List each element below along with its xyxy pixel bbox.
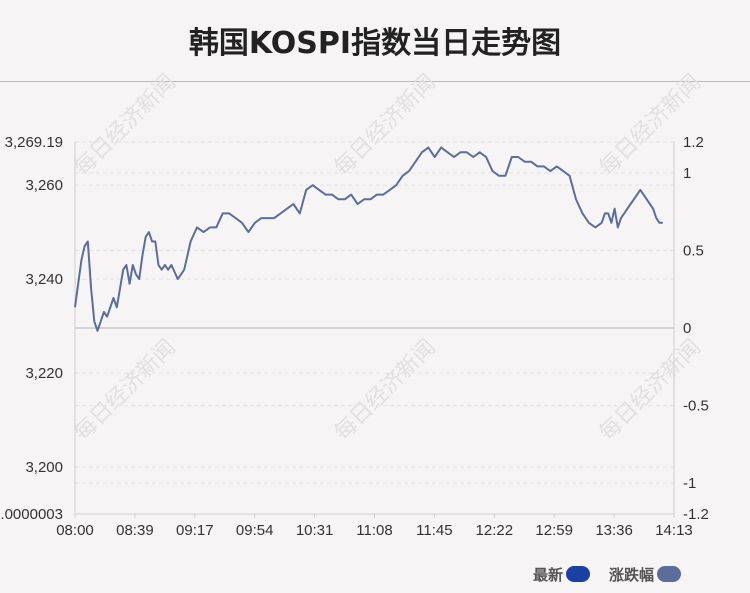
y-left-tick-label: 3,260 [25, 177, 63, 194]
series-layer [74, 146, 663, 332]
y-left-tick-label: 3,269.19 [5, 134, 63, 151]
legend-latest[interactable]: 最新 [533, 563, 591, 585]
chart-title: 韩国KOSPI指数当日走势图 [188, 26, 562, 61]
y-left-tick-label: 3,200 [25, 459, 63, 476]
x-tick-label: 13:36 [595, 522, 633, 539]
y-axis-left-labels: 3,200 3,220 3,240 3,260 3,269.19 3,190.000000… [0, 134, 63, 523]
watermark-text: 每日经济新闻 [330, 335, 441, 446]
x-tick-label: 08:39 [116, 522, 154, 539]
x-tick-label: 12:22 [476, 522, 514, 539]
y-right-tick-label: 0 [683, 320, 691, 337]
y-right-tick-label: -1 [683, 475, 696, 492]
grid-lines [75, 141, 674, 515]
legend-change-swatch [657, 566, 682, 582]
legend-change-label: 涨跌幅 [609, 565, 655, 584]
x-tick-label: 11:45 [416, 522, 452, 539]
x-tick-label: 12:59 [535, 522, 573, 539]
watermark-text: 每日经济新闻 [70, 70, 181, 181]
legend-latest-label: 最新 [533, 565, 564, 584]
legend-latest-swatch [566, 566, 591, 582]
watermark-text: 每日经济新闻 [70, 335, 181, 446]
y-left-tick-label: 3,220 [25, 365, 63, 382]
y-right-tick-label: -1.2 [683, 506, 709, 523]
x-tick-label: 10:31 [296, 522, 334, 539]
series-line-latest [74, 146, 663, 332]
x-axis-labels: 08:00 08:39 09:17 09:54 10:31 11:08 11:45 12:22… [56, 522, 693, 539]
title-divider [0, 81, 750, 82]
x-tick-label: 08:00 [56, 522, 94, 539]
x-tick-label: 14:13 [655, 522, 693, 539]
y-axis-right-labels: -1.2 -1 -0.5 0 0.5 1 1.2 [683, 134, 709, 523]
y-left-bottom-label: 3,190.0000003 [0, 506, 63, 523]
x-tick-label: 09:54 [236, 522, 274, 539]
y-right-tick-label: 1 [683, 165, 691, 182]
watermark-text: 每日经济新闻 [595, 335, 706, 446]
x-tick-label: 09:17 [176, 522, 214, 539]
x-tick-label: 11:08 [356, 522, 392, 539]
y-left-tick-label: 3,240 [25, 271, 63, 288]
watermark-text: 每日经济新闻 [330, 70, 441, 181]
y-right-tick-label: 1.2 [683, 134, 704, 151]
legend-change[interactable]: 涨跌幅 [609, 563, 682, 585]
chart-axes [74, 142, 675, 518]
y-right-tick-label: 0.5 [683, 243, 704, 260]
y-right-tick-label: -0.5 [683, 398, 709, 415]
